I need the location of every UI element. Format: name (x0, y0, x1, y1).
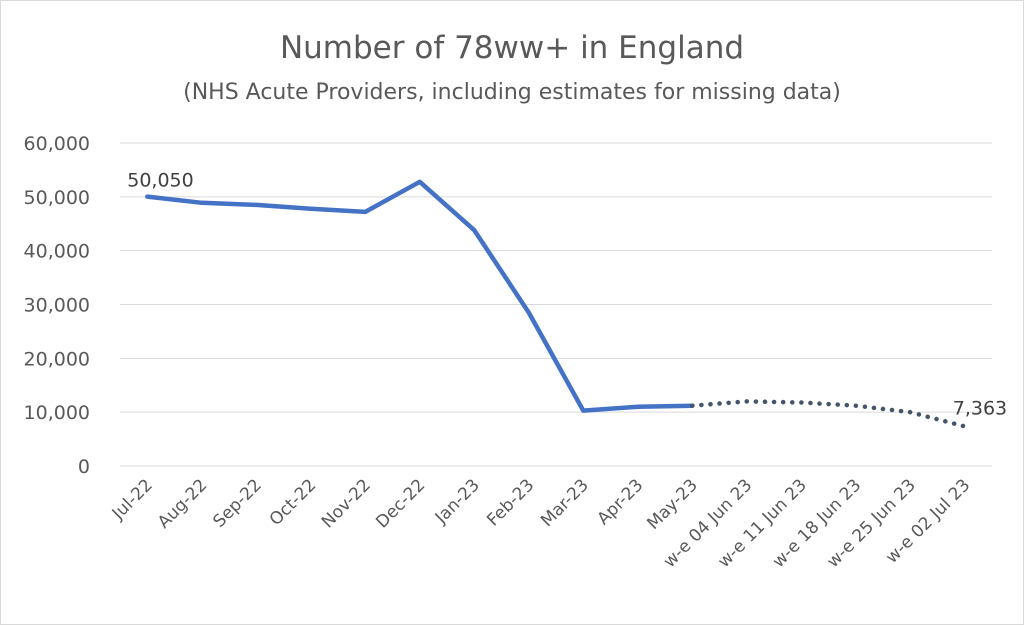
actual-solid-line (145, 179, 695, 413)
chart-title: Number of 78ww+ in England (280, 30, 744, 66)
gridlines (120, 142, 992, 467)
y-tick-label: 30,000 (24, 295, 90, 317)
y-tick-label: 40,000 (24, 241, 90, 263)
data-label: 50,050 (127, 170, 193, 192)
series-lines (145, 179, 968, 429)
x-tick-label: Dec-22 (372, 475, 429, 532)
y-tick-label: 10,000 (24, 402, 90, 424)
y-tick-label: 20,000 (24, 348, 90, 370)
chart-subtitle: (NHS Acute Providers, including estimate… (183, 80, 841, 105)
y-tick-label: 50,000 (24, 187, 90, 209)
forecast-dotted-line (690, 399, 968, 429)
data-labels: 50,050 7,363 (127, 170, 1007, 420)
x-tick-label: Aug-22 (154, 475, 211, 532)
data-label: 7,363 (953, 397, 1007, 419)
x-tick-label: Nov-22 (318, 475, 375, 532)
x-tick-label: Apr-23 (593, 475, 647, 529)
y-axis-ticks: 60,000 50,000 40,000 30,000 20,000 10,000 0 (24, 133, 90, 478)
y-tick-label: 0 (78, 456, 90, 478)
x-tick-label: Mar-23 (537, 475, 593, 531)
x-tick-label: Feb-23 (483, 475, 538, 530)
y-tick-label: 60,000 (24, 133, 90, 155)
x-tick-label: Jul-22 (108, 475, 157, 524)
x-tick-label: Oct-22 (266, 475, 321, 530)
x-tick-label: Jan-23 (431, 475, 484, 528)
x-tick-label: Sep-22 (209, 475, 265, 531)
